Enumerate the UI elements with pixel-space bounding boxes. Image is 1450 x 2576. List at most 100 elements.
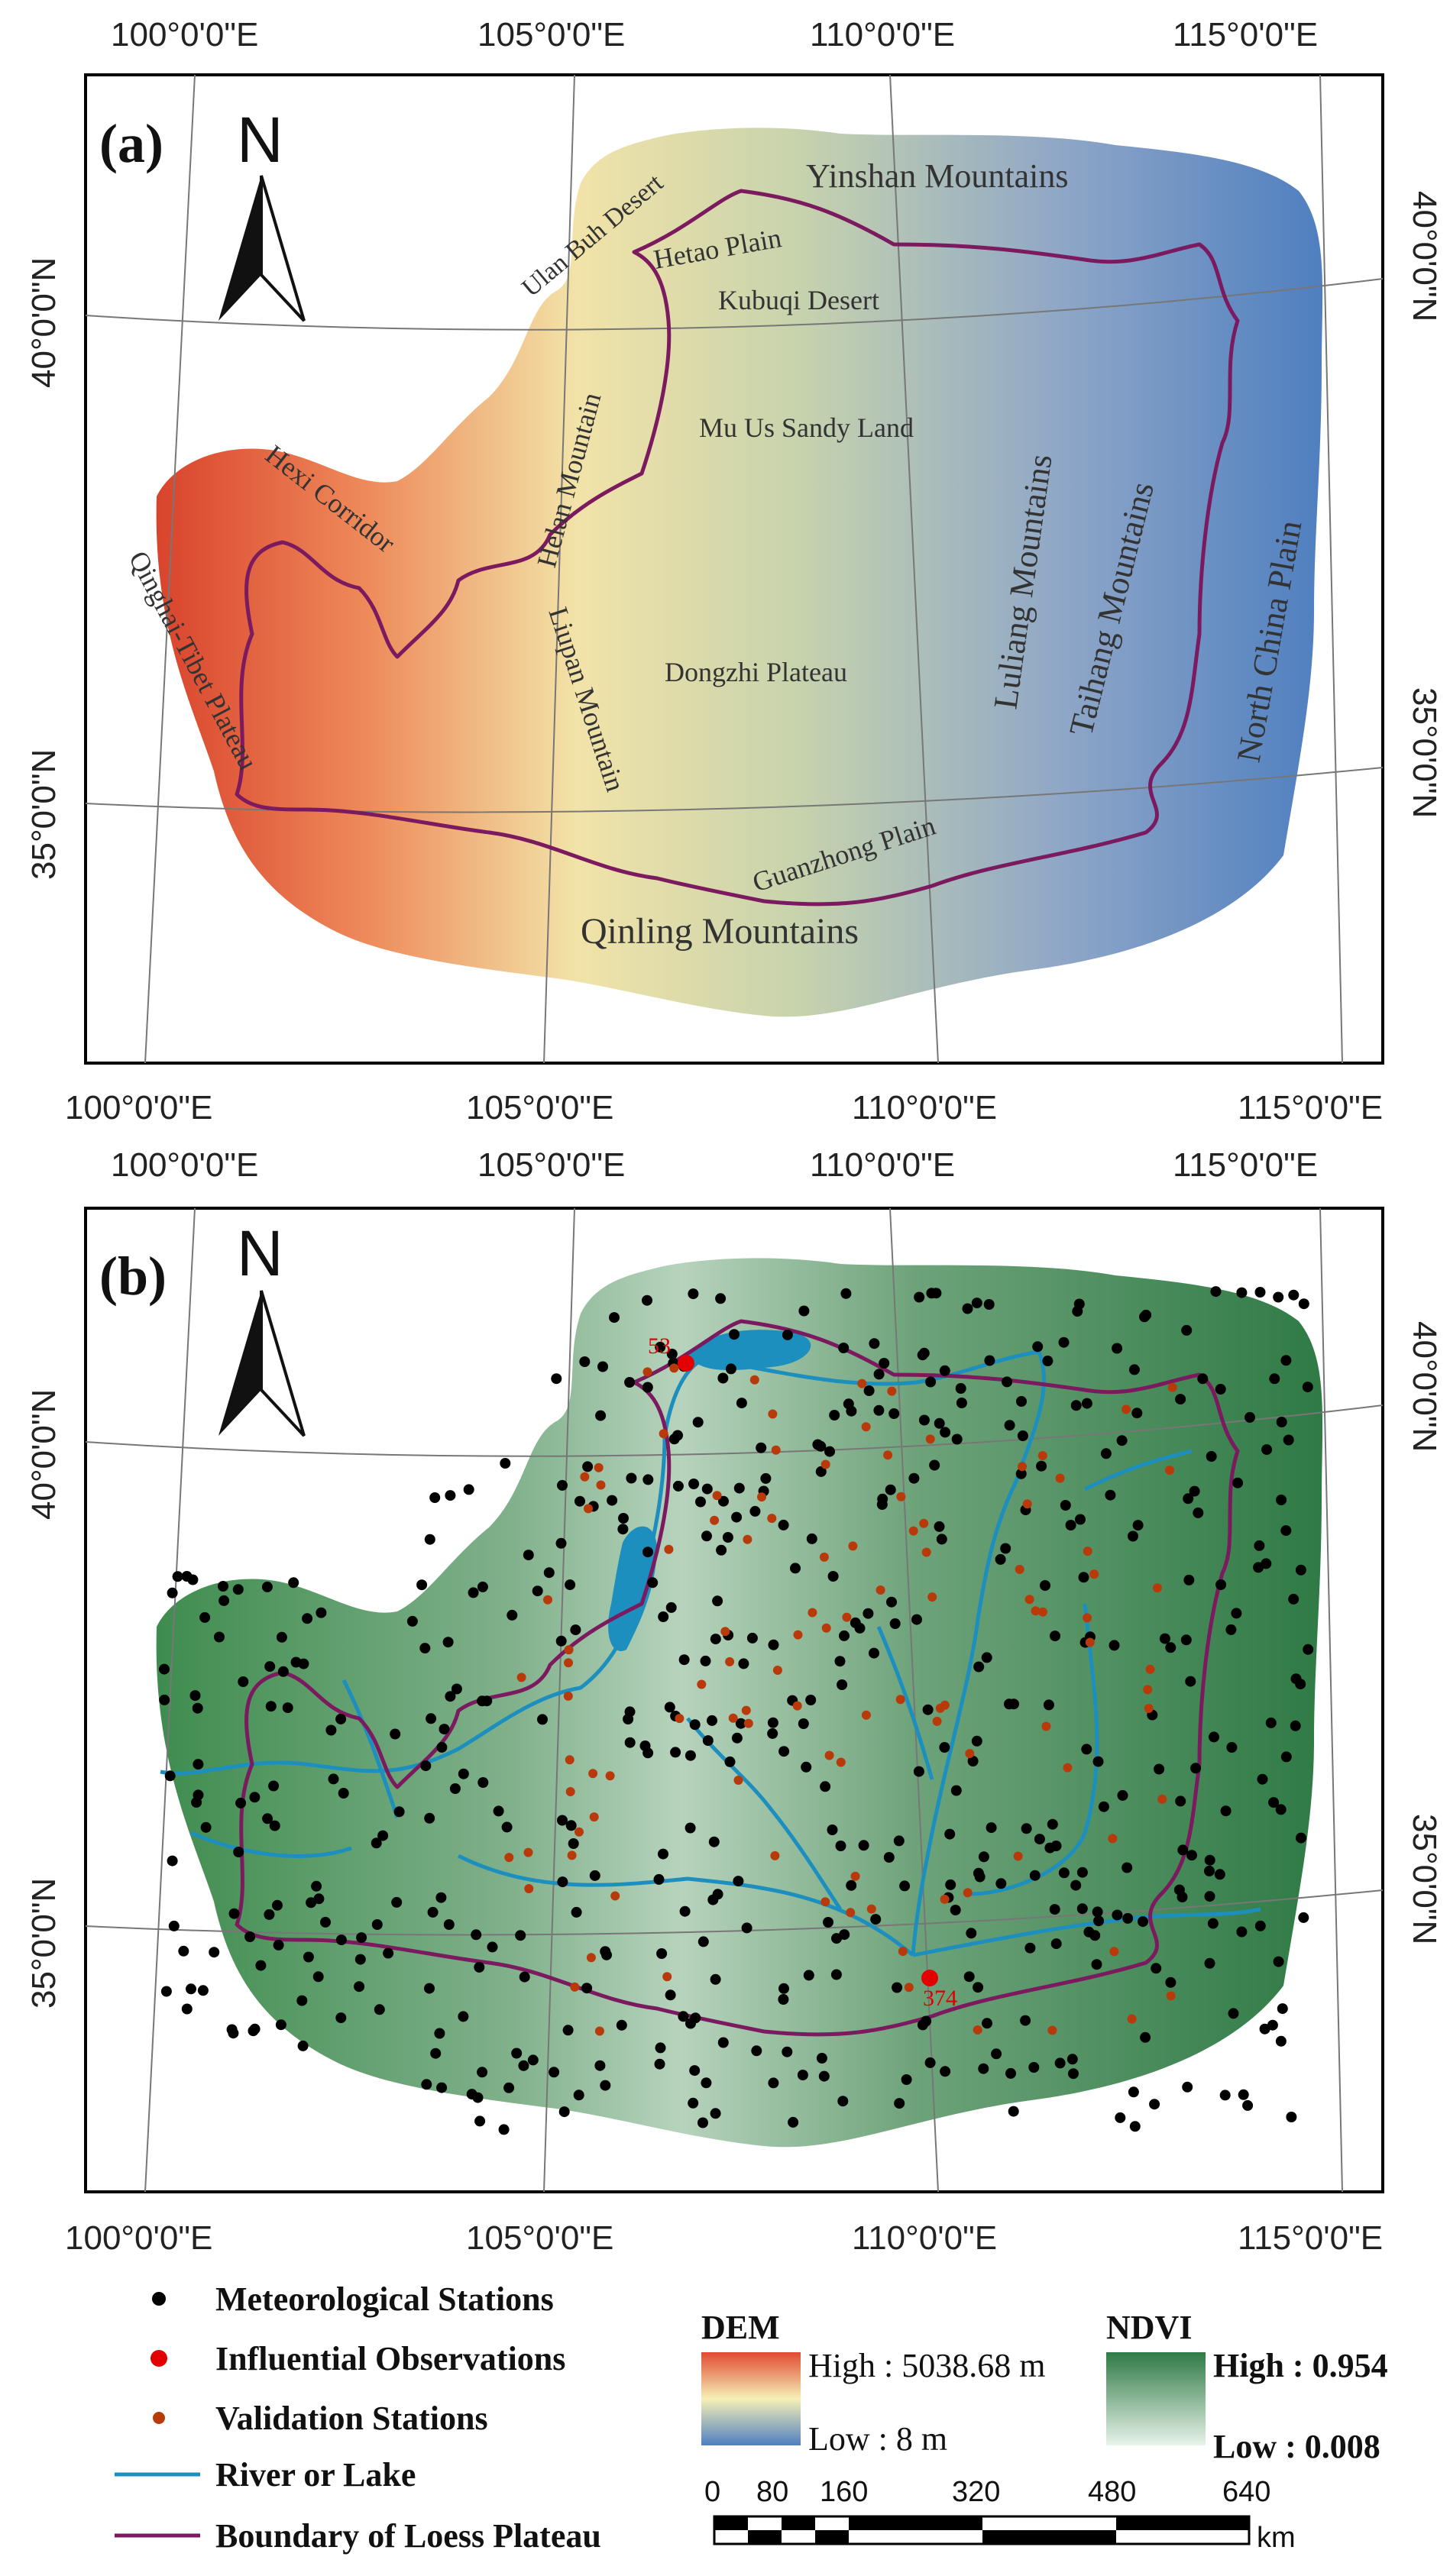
influential-observations-layer: 53 374 xyxy=(648,1333,957,2011)
meteorological-station xyxy=(248,2025,259,2037)
meteorological-station xyxy=(858,1840,869,1851)
meteorological-station xyxy=(626,1472,637,1484)
meteorological-station xyxy=(767,1728,778,1739)
meteorological-station xyxy=(945,1879,956,1890)
svg-text:DEM: DEM xyxy=(701,2309,780,2346)
meteorological-station xyxy=(1175,1394,1186,1405)
meteorological-station xyxy=(893,1835,905,1847)
meteorological-station xyxy=(390,1728,401,1740)
meteorological-station xyxy=(167,1855,178,1867)
meteorological-stations-layer xyxy=(159,1286,1314,2135)
meteorological-station xyxy=(863,1608,874,1619)
meteorological-station xyxy=(1244,1411,1255,1423)
meteorological-station xyxy=(1189,1485,1200,1497)
meteorological-station xyxy=(562,2025,574,2036)
meteorological-station xyxy=(511,2048,523,2059)
meteorological-station xyxy=(189,1690,201,1702)
validation-station xyxy=(896,1492,906,1501)
tick-left-40: 40°0'0"N xyxy=(25,257,63,388)
meteorological-station xyxy=(445,1490,456,1501)
meteorological-station xyxy=(1280,1751,1292,1763)
meteorological-station xyxy=(922,1704,934,1715)
meteorological-station xyxy=(798,1718,809,1729)
meteorological-station xyxy=(678,2011,689,2022)
validation-station xyxy=(1055,1473,1065,1483)
validation-station xyxy=(712,1491,722,1501)
meteorological-station xyxy=(1032,1341,1044,1353)
meteorological-station xyxy=(973,1982,984,1993)
tick-b-top-115: 115°0'0"E xyxy=(1173,1146,1318,1184)
north-arrow-letter: N xyxy=(237,104,283,176)
meteorological-station xyxy=(778,1983,789,1994)
meteorological-station xyxy=(908,1472,920,1484)
meteorological-station xyxy=(1112,1909,1123,1921)
meteorological-station xyxy=(1182,2081,1193,2093)
meteorological-station xyxy=(733,1876,744,1887)
validation-station xyxy=(580,1472,590,1482)
ndvi-colorbar: NDVI High : 0.954 Low : 0.008 xyxy=(1106,2309,1388,2465)
validation-station xyxy=(824,1750,834,1760)
validation-station xyxy=(876,1585,885,1595)
meteorological-station xyxy=(451,1683,462,1695)
meteorological-station xyxy=(435,1892,447,1903)
meteorological-station xyxy=(186,1983,196,1995)
panel-b-ndvi-map: 53 374 (b) N 100°0'0"E 105°0'0"E 110°0'0… xyxy=(25,1146,1443,2257)
meteorological-station xyxy=(199,1611,211,1623)
meteorological-station xyxy=(275,2019,286,2031)
meteorological-station xyxy=(1207,1918,1219,1929)
svg-text:Influential Observations: Influential Observations xyxy=(215,2340,565,2377)
meteorological-station xyxy=(354,1981,365,1993)
meteorological-station xyxy=(801,1761,812,1773)
panel-a-graticule xyxy=(85,74,1384,1064)
meteorological-station xyxy=(655,2042,666,2054)
meteorological-station xyxy=(1116,1435,1128,1446)
meteorological-station xyxy=(1276,1417,1287,1427)
meteorological-station xyxy=(595,1410,607,1421)
meteorological-station xyxy=(1128,1364,1140,1375)
meteorological-station xyxy=(701,1530,712,1542)
meteorological-station xyxy=(1140,2031,1151,2043)
meteorological-station xyxy=(1259,2023,1270,2035)
panel-a-dem-raster xyxy=(156,128,1323,1017)
meteorological-station xyxy=(371,1837,382,1849)
meteorological-station xyxy=(715,1293,727,1304)
meteorological-station xyxy=(1100,1448,1112,1459)
meteorological-station xyxy=(427,1906,439,1918)
meteorological-station xyxy=(1185,1676,1196,1687)
place-mu-us: Mu Us Sandy Land xyxy=(699,412,914,443)
meteorological-station xyxy=(443,1919,455,1930)
meteorological-station xyxy=(557,1876,568,1888)
validation-station xyxy=(857,1378,867,1388)
meteorological-station xyxy=(778,1994,789,2005)
meteorological-station xyxy=(1173,1884,1185,1896)
meteorological-station xyxy=(1093,1915,1105,1927)
meteorological-station xyxy=(1131,1408,1143,1419)
meteorological-station xyxy=(914,1291,925,1303)
meteorological-station xyxy=(265,1701,277,1712)
meteorological-station xyxy=(688,2097,699,2109)
meteorological-station xyxy=(264,1661,276,1673)
meteorological-station xyxy=(543,1567,555,1579)
meteorological-station xyxy=(244,1931,256,1942)
validation-station xyxy=(586,1953,596,1963)
validation-station xyxy=(574,1827,584,1837)
meteorological-station xyxy=(1186,1850,1197,1861)
meteorological-station xyxy=(869,1647,879,1659)
validation-station xyxy=(669,1363,679,1373)
meteorological-station xyxy=(1121,1862,1133,1873)
meteorological-station xyxy=(1254,1287,1266,1298)
validation-station xyxy=(523,1847,533,1857)
meteorological-station xyxy=(500,1458,511,1469)
meteorological-station xyxy=(718,1495,729,1507)
meteorological-station xyxy=(940,1427,951,1438)
meteorological-station xyxy=(335,2012,347,2024)
scale-tick-640: 640 xyxy=(1222,2476,1270,2508)
validation-station xyxy=(1085,1637,1095,1647)
meteorological-station xyxy=(1073,1298,1085,1310)
meteorological-station xyxy=(421,2079,432,2090)
meteorological-station xyxy=(1231,1608,1242,1619)
meteorological-station xyxy=(963,1971,975,1983)
meteorological-station xyxy=(1078,1572,1089,1583)
meteorological-station xyxy=(883,1852,895,1863)
